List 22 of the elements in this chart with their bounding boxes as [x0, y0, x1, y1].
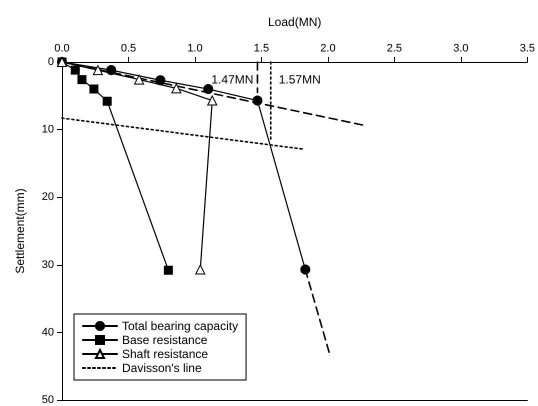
x-tick-label: 3.5 [520, 42, 536, 54]
y-tick-label: 10 [42, 124, 54, 136]
x-axis-title: Load(MN) [268, 15, 322, 29]
y-tick-label: 40 [42, 326, 54, 338]
x-tick-label: 0.5 [120, 42, 136, 54]
y-tick-label: 30 [42, 258, 54, 271]
x-tick-label: 0.0 [54, 42, 70, 54]
y-axis-title: Settlement(mm) [13, 188, 27, 274]
annotation: 1.47MN [211, 72, 254, 87]
legend-label: Davisson's line [122, 361, 202, 375]
x-tick-label: 1.0 [187, 42, 203, 54]
annotation: 1.57MN [278, 72, 321, 87]
x-tick-label: 2.0 [320, 42, 336, 54]
y-tick-label: 50 [42, 394, 54, 406]
y-tick-label: 0 [48, 56, 54, 68]
x-tick-label: 2.5 [386, 42, 402, 54]
x-tick-label: 3.0 [453, 42, 469, 54]
x-tick-label: 1.5 [254, 42, 270, 54]
y-tick-label: 20 [42, 191, 54, 204]
legend-label: Total bearing capacity [122, 319, 238, 333]
legend-label: Base resistance [122, 333, 208, 347]
legend-label: Shaft resistance [122, 347, 208, 361]
